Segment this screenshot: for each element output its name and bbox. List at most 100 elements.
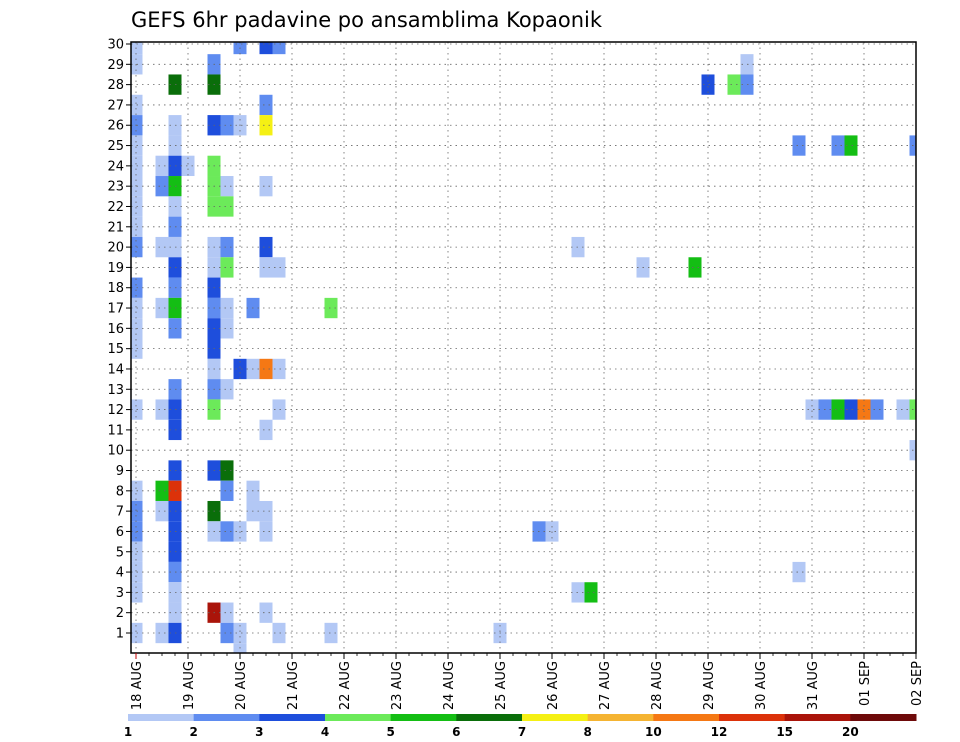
- plot-frame: [130, 41, 917, 654]
- heatmap-cell: [688, 257, 702, 278]
- legend-color-swatch: [587, 714, 654, 721]
- heatmap-cell: [233, 622, 247, 644]
- heatmap-cell: [259, 358, 273, 380]
- heatmap-cell: [155, 155, 169, 177]
- heatmap-cell: [259, 257, 273, 278]
- x-tick-label: 21 AUG: [286, 661, 301, 710]
- heatmap-cell: [220, 297, 234, 319]
- legend-threshold-label: 3: [255, 725, 263, 739]
- x-tick-label: 27 AUG: [598, 661, 613, 710]
- heatmap-cell: [324, 297, 338, 319]
- heatmap-cell: [155, 622, 169, 644]
- legend-color-swatch: [259, 714, 326, 721]
- x-tick-label: 20 AUG: [234, 661, 249, 710]
- heatmap-cell: [155, 500, 169, 522]
- gridlines: [131, 42, 917, 653]
- legend-color-swatch: [128, 714, 195, 721]
- heatmap-cell: [181, 155, 195, 177]
- legend-threshold-label: 15: [776, 725, 793, 739]
- heatmap-cell: [272, 622, 286, 644]
- legend-color-swatch: [850, 714, 917, 721]
- heatmap-cell: [272, 42, 286, 55]
- heatmap-cell: [701, 74, 715, 95]
- heatmap-cell: [220, 176, 234, 197]
- heatmap-cell: [272, 358, 286, 380]
- legend-threshold-label: 6: [452, 725, 460, 739]
- x-tick-label: 02 SEP: [910, 661, 925, 706]
- y-axis: 1234567891011121314151617181920212223242…: [107, 38, 131, 642]
- heatmap-cell: [259, 236, 273, 258]
- y-tick-label: 2: [116, 606, 124, 621]
- x-tick-label: 26 AUG: [546, 661, 561, 710]
- y-tick-label: 26: [107, 119, 124, 134]
- heatmap-cell: [259, 500, 273, 522]
- heatmap-cell: [220, 622, 234, 644]
- y-tick-label: 23: [107, 180, 124, 195]
- heatmap-cell: [792, 561, 806, 583]
- legend-threshold-label: 1: [124, 725, 132, 739]
- heatmap-cell: [259, 176, 273, 197]
- legend-threshold-label: 4: [321, 725, 329, 739]
- heatmap-cell: [324, 622, 338, 644]
- heatmap-cell: [259, 42, 273, 55]
- heatmap-cell: [831, 135, 845, 156]
- legend-threshold-label: 7: [518, 725, 526, 739]
- y-tick-label: 16: [107, 322, 124, 337]
- y-tick-label: 5: [116, 545, 124, 560]
- legend-color-swatch: [784, 714, 851, 721]
- y-tick-label: 18: [107, 281, 124, 296]
- y-tick-label: 15: [107, 342, 124, 357]
- x-tick-label: 28 AUG: [650, 661, 665, 710]
- legend-threshold-label: 12: [711, 725, 728, 739]
- y-tick-label: 8: [116, 484, 124, 499]
- legend-color-swatch: [193, 714, 260, 721]
- x-tick-label: 29 AUG: [702, 661, 717, 710]
- x-axis: 18 AUG 19 AUG 20 AUG 21 AUG 22 AUG 23 AUG 24 A…: [130, 653, 925, 710]
- x-tick-label: 24 AUG: [442, 661, 457, 710]
- heatmap-cell: [870, 399, 884, 420]
- legend-threshold-label: 8: [583, 725, 591, 739]
- y-tick-label: 21: [107, 220, 124, 235]
- y-tick-label: 9: [116, 464, 124, 479]
- heatmap-cell: [220, 236, 234, 258]
- legend-color-swatch: [390, 714, 457, 721]
- heatmap-cell: [220, 196, 234, 217]
- heatmap-cell: [259, 602, 273, 623]
- heatmap-cell: [844, 399, 858, 420]
- legend-color-swatch: [719, 714, 786, 721]
- y-tick-label: 24: [107, 159, 124, 174]
- heatmap-cell: [831, 399, 845, 420]
- heatmap-cell: [259, 419, 273, 441]
- heatmap-cell: [844, 135, 858, 156]
- x-tick-label: 01 SEP: [858, 661, 873, 706]
- legend-threshold-label: 10: [645, 725, 662, 739]
- heatmap-cell: [545, 521, 559, 542]
- y-tick-label: 19: [107, 261, 124, 276]
- heatmap-cell: [155, 236, 169, 258]
- y-tick-label: 27: [107, 98, 124, 113]
- x-tick-label: 31 AUG: [806, 661, 821, 710]
- heatmap-cell: [220, 379, 234, 400]
- legend-color-swatch: [456, 714, 523, 721]
- heatmap-cell: [131, 42, 143, 55]
- heatmap-cell: [233, 521, 247, 542]
- heatmap-cell: [155, 399, 169, 420]
- heatmap-cell: [727, 74, 741, 95]
- legend-threshold-label: 5: [386, 725, 394, 739]
- heatmap-cell: [805, 399, 819, 420]
- heatmap-cell: [259, 115, 273, 136]
- heatmap-cell: [220, 480, 234, 501]
- chart-title: GEFS 6hr padavine po ansamblima Kopaonik: [131, 8, 603, 32]
- y-tick-label: 14: [107, 362, 124, 377]
- heatmap-cell: [220, 115, 234, 136]
- y-tick-label: 1: [116, 627, 124, 642]
- x-tick-label: 25 AUG: [494, 661, 509, 710]
- heatmap-cell: [155, 176, 169, 197]
- y-tick-label: 13: [107, 383, 124, 398]
- heatmap-cell: [220, 257, 234, 278]
- y-tick-label: 4: [116, 566, 124, 581]
- heatmap-cell: [220, 521, 234, 542]
- y-tick-label: 20: [107, 241, 124, 256]
- y-tick-label: 7: [116, 505, 124, 520]
- color-legend: 1 2 3 4 5 6 7 8 10 12 15 20: [124, 714, 917, 739]
